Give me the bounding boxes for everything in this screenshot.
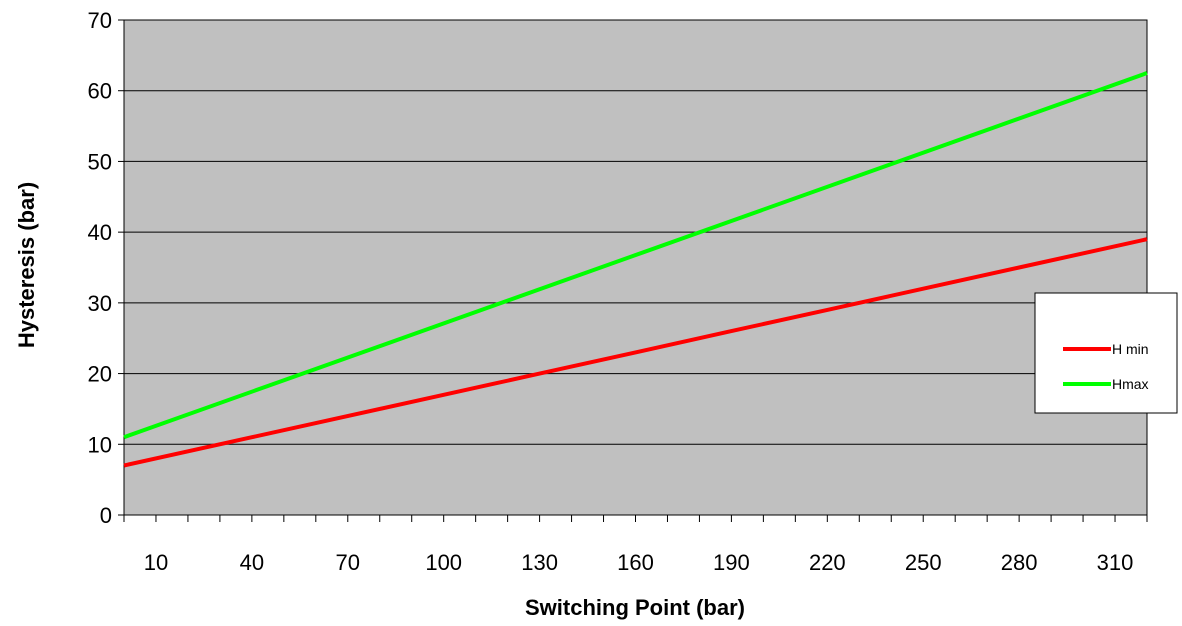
y-tick-label: 60 bbox=[88, 79, 112, 104]
legend-label-hmax: Hmax bbox=[1112, 376, 1149, 392]
x-tick-label: 130 bbox=[521, 550, 558, 575]
y-tick-label: 0 bbox=[100, 503, 112, 528]
y-tick-label: 20 bbox=[88, 362, 112, 387]
y-tick-label: 10 bbox=[88, 432, 112, 457]
legend: H min Hmax bbox=[1034, 292, 1178, 414]
x-tick-label: 70 bbox=[336, 550, 360, 575]
legend-label-hmin: H min bbox=[1112, 341, 1149, 357]
x-tick-label: 40 bbox=[240, 550, 264, 575]
x-tick-label: 100 bbox=[425, 550, 462, 575]
y-axis-title: Hysteresis (bar) bbox=[14, 182, 39, 348]
x-tick-label: 250 bbox=[905, 550, 942, 575]
series-line-hmax bbox=[123, 71, 1148, 440]
x-tick-label: 10 bbox=[144, 550, 168, 575]
x-axis-title: Switching Point (bar) bbox=[525, 595, 745, 620]
x-tick-label: 280 bbox=[1001, 550, 1038, 575]
legend-box bbox=[1034, 292, 1178, 414]
y-tick-label: 40 bbox=[88, 220, 112, 245]
y-tick-label: 50 bbox=[88, 149, 112, 174]
plot-area bbox=[123, 19, 1148, 516]
y-tick-label: 70 bbox=[88, 8, 112, 33]
x-tick-label: 160 bbox=[617, 550, 654, 575]
gridlines bbox=[124, 90, 1147, 445]
x-tick-label: 190 bbox=[713, 550, 750, 575]
x-tick-label: 310 bbox=[1097, 550, 1134, 575]
x-axis: 10 40 70 100 130 160 190 220 250 280 310 bbox=[123, 514, 1148, 575]
series-line-hmin bbox=[123, 237, 1148, 468]
y-tick-label: 30 bbox=[88, 291, 112, 316]
series-lines bbox=[123, 71, 1148, 468]
y-axis: 0 10 20 30 40 50 60 70 bbox=[88, 8, 124, 528]
x-tick-label: 220 bbox=[809, 550, 846, 575]
